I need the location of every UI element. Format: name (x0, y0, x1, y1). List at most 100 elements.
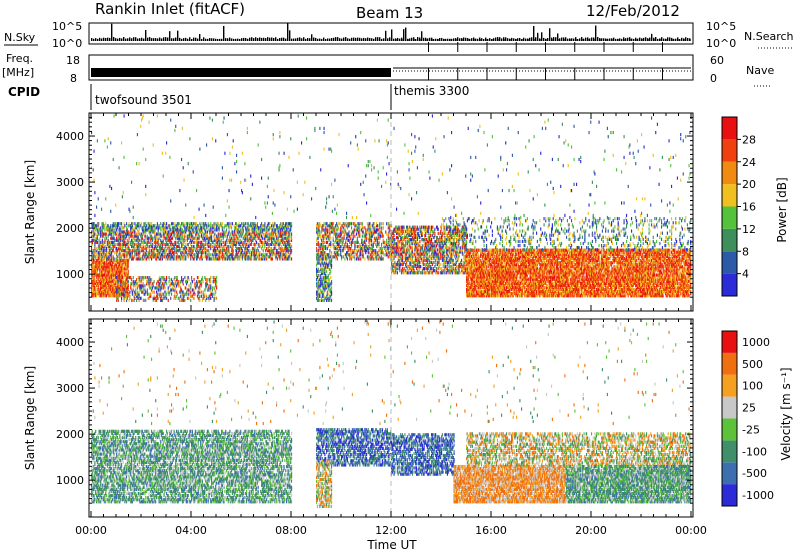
power-cell (156, 255, 158, 259)
power-cell (153, 249, 155, 253)
power-cell (176, 226, 178, 230)
power-cell (101, 283, 103, 288)
power-cell (224, 253, 226, 257)
power-cell (94, 279, 96, 283)
noise-sample (481, 38, 483, 41)
power-cell (266, 240, 268, 244)
power-cell (216, 257, 218, 261)
power-cell (125, 242, 127, 247)
power-cell (172, 222, 174, 226)
power-cell (259, 234, 261, 238)
power-cell (161, 240, 163, 244)
power-cell (254, 253, 256, 257)
noise-sample (99, 37, 101, 41)
power-cell (116, 232, 118, 236)
noise-sample (219, 38, 221, 41)
power-cell (288, 224, 290, 228)
power-cell (142, 230, 144, 234)
noise-sample (385, 30, 387, 41)
power-cell (118, 222, 120, 226)
power-cell (171, 242, 173, 247)
noise-sample (269, 37, 271, 41)
power-cell (251, 226, 253, 230)
power-cell (219, 251, 221, 255)
power-cell (96, 246, 98, 251)
power-cell (274, 222, 276, 226)
power-cell (97, 292, 99, 296)
power-cell (100, 275, 102, 279)
noise-sample (465, 37, 467, 41)
power-cell (281, 249, 283, 253)
power-cell (331, 242, 333, 247)
power-cell (177, 232, 179, 236)
power-cell (188, 296, 190, 300)
power-cell (201, 290, 203, 294)
power-cell (246, 222, 248, 226)
power-cell (190, 246, 192, 251)
power-cell (227, 249, 229, 253)
power-cell (242, 242, 244, 247)
power-cell (206, 278, 208, 282)
power-cell (91, 265, 93, 269)
power-cell (119, 267, 121, 271)
noise-sample (627, 37, 629, 41)
power-cell (216, 224, 218, 228)
power-cell (141, 278, 143, 282)
power-cell (197, 253, 199, 257)
power-cell (276, 240, 278, 244)
power-cell (186, 280, 188, 284)
power-cell (246, 251, 248, 255)
power-cell (162, 228, 164, 232)
noise-sample (563, 37, 565, 41)
power-cell (203, 255, 205, 259)
power-cell (196, 284, 198, 288)
power-cell (121, 273, 123, 277)
power-cell (197, 240, 199, 244)
power-cell (102, 287, 104, 292)
power-cell (144, 234, 146, 238)
power-cell (181, 275, 183, 280)
power-cell (96, 249, 98, 253)
power-cell (231, 232, 233, 236)
power-cell (130, 240, 132, 244)
power-cell (98, 258, 100, 263)
power-cell (186, 292, 188, 296)
power-cell (251, 222, 253, 226)
power-cell (204, 275, 206, 280)
power-cell (114, 290, 116, 294)
power-cell (96, 273, 98, 277)
power-cell (252, 251, 254, 255)
power-cell (338, 228, 340, 232)
power-cell (155, 244, 157, 249)
power-cell (121, 285, 123, 290)
power-cell (199, 234, 201, 238)
noise-sample (303, 37, 305, 41)
power-cell (235, 222, 237, 226)
power-cell (109, 292, 111, 296)
power-cell (97, 281, 99, 285)
power-cell (288, 234, 290, 238)
power-cell (176, 232, 178, 236)
power-cell (122, 258, 124, 263)
power-cell (246, 257, 248, 261)
power-cell (101, 232, 103, 236)
power-cell (288, 222, 290, 226)
noise-sample (177, 30, 179, 41)
power-cell (101, 222, 103, 226)
power-cell (200, 244, 202, 249)
power-cell (206, 255, 208, 259)
power-cell (242, 244, 244, 249)
power-cell (231, 240, 233, 244)
power-cell (182, 238, 184, 242)
noise-sample (365, 38, 367, 41)
power-cell (186, 224, 188, 228)
power-cell (106, 228, 108, 232)
noise-sample (165, 37, 167, 41)
power-cell (133, 290, 135, 294)
power-cell (196, 242, 198, 247)
power-cell (317, 251, 319, 255)
power-cell (150, 278, 152, 282)
power-cell (111, 226, 113, 230)
power-cell (121, 269, 123, 273)
noise-sample (545, 38, 547, 41)
